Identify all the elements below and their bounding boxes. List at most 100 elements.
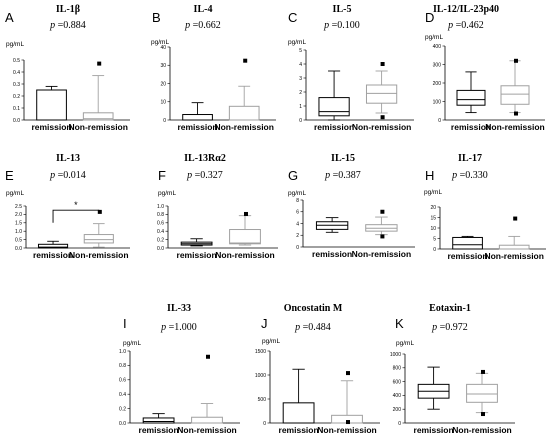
panel-j: J Oncostatin M p =0.484 pg/mL 0 500 1000 1500 re… [255, 303, 380, 435]
panel-a: A IL-1β p =0.884 pg/mL 0.0 0.1 0.2 0.3 0.4 0.5 rem… [5, 4, 130, 132]
outlier-point [380, 209, 385, 214]
category-label: remission [414, 425, 454, 435]
outlier-point [481, 412, 485, 417]
p-symbol: p [184, 20, 193, 31]
y-tick-label: 0.0 [157, 246, 164, 252]
panel-title: IL-33 [167, 303, 191, 314]
y-tick-label: 20 [430, 205, 436, 211]
y-tick-label: 0.5 [13, 58, 20, 64]
y-tick-label: 10 [430, 226, 436, 232]
box-non-remission: Non-remission [68, 61, 128, 132]
box-iqr [191, 416, 223, 424]
p-symbol: p [186, 170, 195, 181]
box-iqr [282, 402, 315, 424]
box-iqr [318, 97, 350, 117]
y-unit-label: pg/mL [6, 41, 24, 48]
y-unit-label: pg/mL [151, 39, 169, 46]
y-tick-label: 800 [393, 366, 402, 372]
y-tick-label: 2.5 [15, 204, 22, 210]
category-label: Non-remission [484, 251, 544, 261]
category-label: Non-remission [352, 249, 412, 259]
y-tick-label: 400 [393, 393, 402, 399]
y-tick-label: 0 [263, 421, 266, 427]
y-tick-label: 10 [160, 100, 166, 106]
y-tick-label: 200 [433, 81, 442, 87]
p-symbol: p [160, 322, 169, 333]
category-label: remission [177, 122, 217, 132]
panel-title: IL-13 [56, 153, 80, 164]
outlier-point [513, 216, 518, 221]
p-symbol: p [324, 170, 333, 181]
panel-title: Eotaxin-1 [429, 303, 471, 314]
box-iqr [365, 84, 398, 104]
panel-d: DIL-12/IL-23p40 p =0.462 pg/mL 0 100 200 300 40… [425, 4, 545, 132]
p-value: =0.330 [460, 170, 488, 181]
y-tick-label: 0 [438, 118, 441, 124]
y-unit-label: pg/mL [396, 340, 414, 347]
y-tick-label: 3 [299, 76, 302, 82]
box-non-remission: Non-remission [484, 216, 544, 261]
y-tick-label: 0.0 [119, 421, 126, 427]
y-unit-label: pg/mL [425, 34, 443, 41]
y-tick-label: 0.6 [157, 221, 164, 227]
p-value: =0.484 [303, 322, 331, 333]
category-label: Non-remission [214, 122, 274, 132]
box-iqr [37, 243, 69, 249]
y-tick-label: 0.0 [15, 246, 22, 252]
y-tick-label: 0.8 [119, 363, 126, 369]
p-value-label: p =0.327 [186, 170, 223, 181]
y-tick-label: 0.6 [119, 378, 126, 384]
y-unit-label: pg/mL [158, 190, 176, 197]
panel-title: IL-5 [333, 4, 352, 15]
panel-letter: B [152, 10, 161, 25]
y-tick-label: 0.3 [13, 82, 20, 88]
box-iqr [83, 234, 114, 244]
p-symbol: p [49, 170, 58, 181]
box-non-remission: Non-remission [485, 58, 545, 132]
box-remission: remission [139, 413, 179, 435]
category-label: remission [139, 425, 179, 435]
p-symbol: p [323, 20, 332, 31]
y-tick-label: 40 [160, 45, 166, 51]
panel-h: H IL-17 p =0.330 pg/mL 0 5 10 15 20 remissionNon-… [424, 153, 546, 261]
p-symbol: p [294, 322, 303, 333]
y-unit-label: pg/mL [262, 338, 280, 345]
panel-letter: D [425, 10, 434, 25]
box-non-remission: Non-remission [317, 371, 377, 435]
panel-b: BIL-4p =0.662pg/mL010203040remissionNon-… [151, 4, 276, 132]
box-remission: remission [447, 235, 488, 261]
y-tick-label: 2.0 [15, 212, 22, 218]
panel-letter: C [288, 10, 297, 25]
box-non-remission: Non-remission [352, 209, 412, 259]
y-unit-label: pg/mL [123, 340, 141, 347]
y-tick-label: 4 [299, 62, 302, 68]
box-iqr [182, 114, 213, 121]
y-tick-label: 15 [430, 215, 436, 221]
y-tick-label: 1000 [255, 373, 266, 379]
box-iqr [456, 89, 486, 106]
panel-letter: E [5, 168, 14, 183]
p-value-label: p =0.484 [294, 322, 331, 333]
y-unit-label: pg/mL [288, 39, 306, 46]
outlier-point [243, 58, 248, 63]
outlier-point [346, 420, 350, 425]
y-tick-label: 5 [299, 48, 302, 54]
panel-letter: H [425, 168, 434, 183]
p-value-label: p =0.330 [451, 170, 488, 181]
y-tick-label: 0 [398, 421, 401, 427]
p-value-label: p =0.100 [323, 20, 360, 31]
category-label: Non-remission [452, 425, 512, 435]
p-value-label: p =0.014 [49, 170, 86, 181]
box-remission: remission [279, 368, 319, 435]
y-unit-label: pg/mL [424, 189, 442, 196]
panel-g: G IL-15 p =0.387 pg/mL 0 2 4 6 8 remission Non-rem… [288, 153, 415, 259]
y-tick-label: 5 [433, 236, 436, 242]
y-tick-label: 20 [160, 81, 166, 87]
category-label: remission [447, 251, 487, 261]
panel-letter: I [123, 316, 127, 331]
p-value: =1.000 [169, 322, 197, 333]
panel-title: Oncostatin M [284, 303, 343, 314]
category-label: remission [31, 122, 71, 132]
y-tick-label: 30 [160, 63, 166, 69]
